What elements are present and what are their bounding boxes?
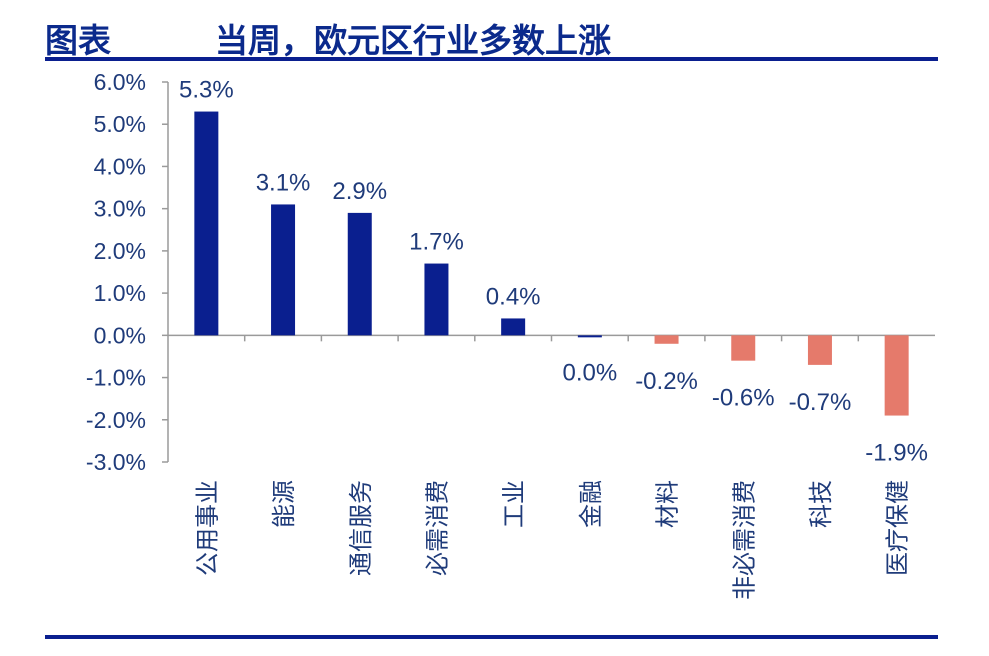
bar (271, 204, 296, 336)
category-label: 材料 (654, 480, 682, 528)
category-label: 医疗保健 (884, 480, 912, 576)
data-label: -0.6% (712, 385, 775, 412)
data-label: 3.1% (256, 169, 311, 196)
y-tick-label: 5.0% (94, 111, 146, 137)
bar (577, 335, 602, 338)
y-tick-label: 2.0% (94, 238, 146, 264)
category-label: 能源 (270, 480, 298, 528)
top-rule (45, 57, 938, 61)
data-label: -1.9% (865, 440, 928, 467)
y-tick-label: -3.0% (86, 449, 146, 475)
category-label: 科技 (807, 480, 835, 528)
figure-title: 当周，欧元区行业多数上涨 (215, 21, 611, 60)
bar (424, 263, 449, 336)
bar (501, 318, 526, 336)
data-label: -0.2% (635, 368, 698, 395)
bar (654, 335, 679, 344)
bar (731, 335, 756, 361)
bar (347, 212, 372, 336)
figure-header: 图表 当周，欧元区行业多数上涨 (45, 8, 945, 60)
y-tick-label: 4.0% (94, 153, 146, 179)
bar (884, 335, 909, 416)
data-label: 2.9% (332, 178, 387, 205)
data-label: -0.7% (789, 389, 852, 416)
data-label: 0.0% (562, 359, 617, 386)
bar (807, 335, 832, 365)
category-label: 必需消费 (423, 480, 451, 576)
category-label: 非必需消费 (730, 480, 758, 600)
category-label: 公用事业 (193, 480, 221, 576)
y-tick-label: -2.0% (86, 407, 146, 433)
data-label: 1.7% (409, 229, 464, 256)
y-tick-label: 6.0% (94, 69, 146, 95)
category-label: 金融 (577, 480, 605, 528)
figure-label: 图表 (45, 21, 111, 60)
y-tick-label: -1.0% (86, 365, 146, 391)
y-tick-label: 0.0% (94, 322, 146, 348)
y-tick-label: 3.0% (94, 196, 146, 222)
category-label: 通信服务 (347, 480, 375, 576)
bar (194, 111, 219, 336)
y-tick-label: 1.0% (94, 280, 146, 306)
category-label: 工业 (500, 480, 528, 528)
data-label: 5.3% (179, 77, 234, 104)
bottom-rule (45, 635, 938, 639)
data-label: 0.4% (486, 283, 541, 310)
